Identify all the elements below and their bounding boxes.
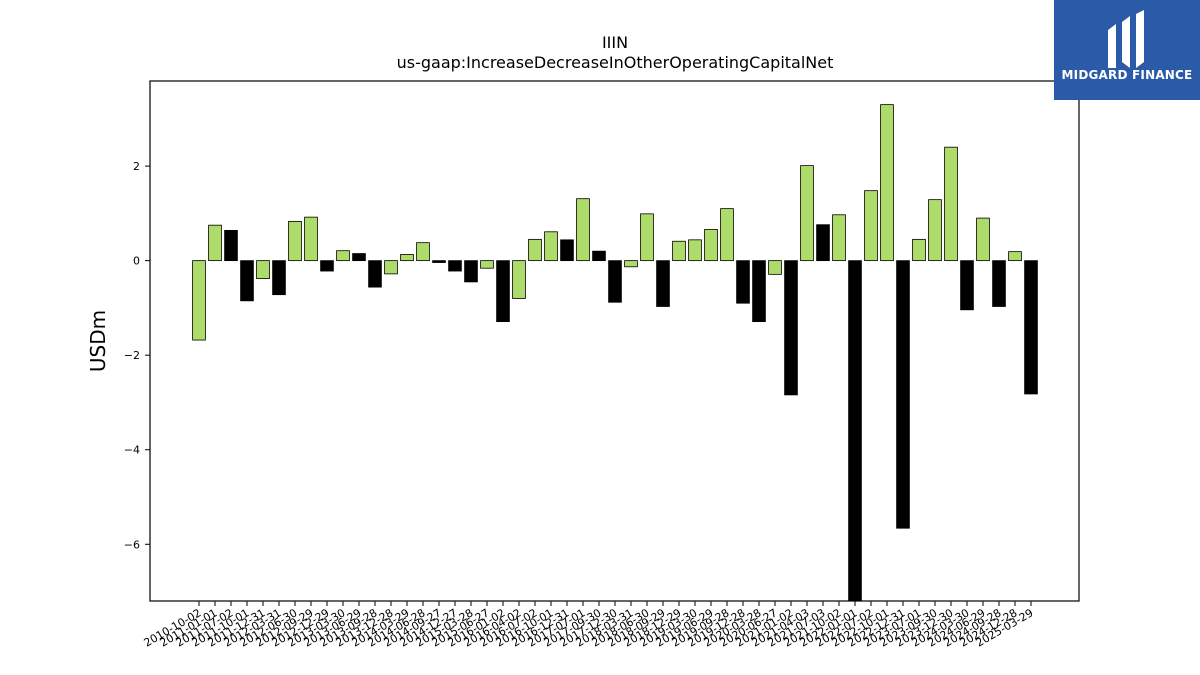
bar-2022-10-01 xyxy=(880,104,894,262)
bar-2011-07-02 xyxy=(224,229,238,262)
chart-title: IIIN xyxy=(602,33,628,52)
bar-2012-09-29 xyxy=(304,216,318,262)
y-axis-label: USDm xyxy=(86,310,110,372)
bar-2018-12-29 xyxy=(672,240,686,262)
bar-2012-12-29 xyxy=(320,260,334,272)
bar-2020-03-28 xyxy=(752,260,766,323)
bar-2019-12-28 xyxy=(736,260,750,304)
bar-2014-03-29 xyxy=(400,254,414,262)
bar-2021-04-03 xyxy=(800,165,814,262)
bar-2014-06-28 xyxy=(416,242,430,262)
brand-logo: MIDGARD FINANCE xyxy=(1054,0,1200,100)
bar-2018-06-30 xyxy=(640,213,654,262)
bar-2016-01-02 xyxy=(496,260,510,323)
bar-2016-12-31 xyxy=(560,239,574,262)
bar-2021-10-02 xyxy=(832,214,846,262)
bar-2013-09-28 xyxy=(368,260,382,288)
bar-2018-03-31 xyxy=(624,260,638,268)
bar-2018-09-29 xyxy=(656,260,670,307)
bar-2013-03-30 xyxy=(336,250,350,262)
y-tick-label: 2 xyxy=(133,160,140,173)
bar-2019-03-30 xyxy=(688,239,702,262)
midgard-logo-icon xyxy=(1108,10,1144,68)
y-tick-label: −2 xyxy=(124,349,140,362)
bar-2010-10-02 xyxy=(192,260,206,341)
bar-2023-12-30 xyxy=(944,146,958,262)
x-ticks-group: 2010-10-022011-01-012011-07-022011-10-01… xyxy=(142,601,1036,650)
bar-2013-12-28 xyxy=(384,260,398,275)
bar-2014-12-27 xyxy=(448,260,462,272)
y-tick-label: −4 xyxy=(124,444,140,457)
bar-2023-09-30 xyxy=(928,199,942,262)
chart-subtitle: us-gaap:IncreaseDecreaseInOtherOperating… xyxy=(397,53,834,72)
bar-2021-07-03 xyxy=(816,224,830,262)
bar-2013-06-29 xyxy=(352,253,366,262)
bar-2019-09-28 xyxy=(720,208,734,262)
bar-2017-12-30 xyxy=(608,260,622,303)
bar-2015-03-28 xyxy=(464,260,478,283)
bar-2025-03-29 xyxy=(1024,260,1038,395)
bar-2022-01-01 xyxy=(848,260,862,602)
bar-2022-07-02 xyxy=(864,190,878,262)
bar-2011-01-01 xyxy=(208,224,222,262)
bar-2016-07-02 xyxy=(528,238,542,262)
y-tick-label: 0 xyxy=(133,255,140,268)
bar-2020-06-27 xyxy=(768,260,782,275)
bar-2015-06-27 xyxy=(480,260,494,269)
bar-2024-06-29 xyxy=(976,217,990,262)
bar-2024-12-28 xyxy=(1008,251,1022,262)
brand-logo-text: MIDGARD FINANCE xyxy=(1061,68,1193,82)
bar-2022-12-31 xyxy=(896,260,910,529)
bar-2017-09-30 xyxy=(592,250,606,262)
bar-2021-01-02 xyxy=(784,260,798,396)
bar-2014-09-27 xyxy=(432,260,446,263)
bar-2019-06-29 xyxy=(704,229,718,262)
bar-2011-12-31 xyxy=(256,260,270,280)
y-ticks-group: −6 −4 −2 0 2 xyxy=(124,160,150,551)
bar-2016-10-01 xyxy=(544,231,558,262)
y-tick-label: −6 xyxy=(124,538,140,551)
bar-2012-03-31 xyxy=(272,260,286,296)
bar-2016-04-02 xyxy=(512,260,526,299)
bar-2017-07-01 xyxy=(576,198,590,262)
plot-frame xyxy=(149,80,1080,602)
bar-2012-06-30 xyxy=(288,220,302,262)
bar-2023-07-01 xyxy=(912,238,926,262)
bar-2011-10-01 xyxy=(240,260,254,302)
bar-2024-03-30 xyxy=(960,260,974,311)
bars-group xyxy=(192,104,1038,602)
bar-2024-09-28 xyxy=(992,260,1006,307)
